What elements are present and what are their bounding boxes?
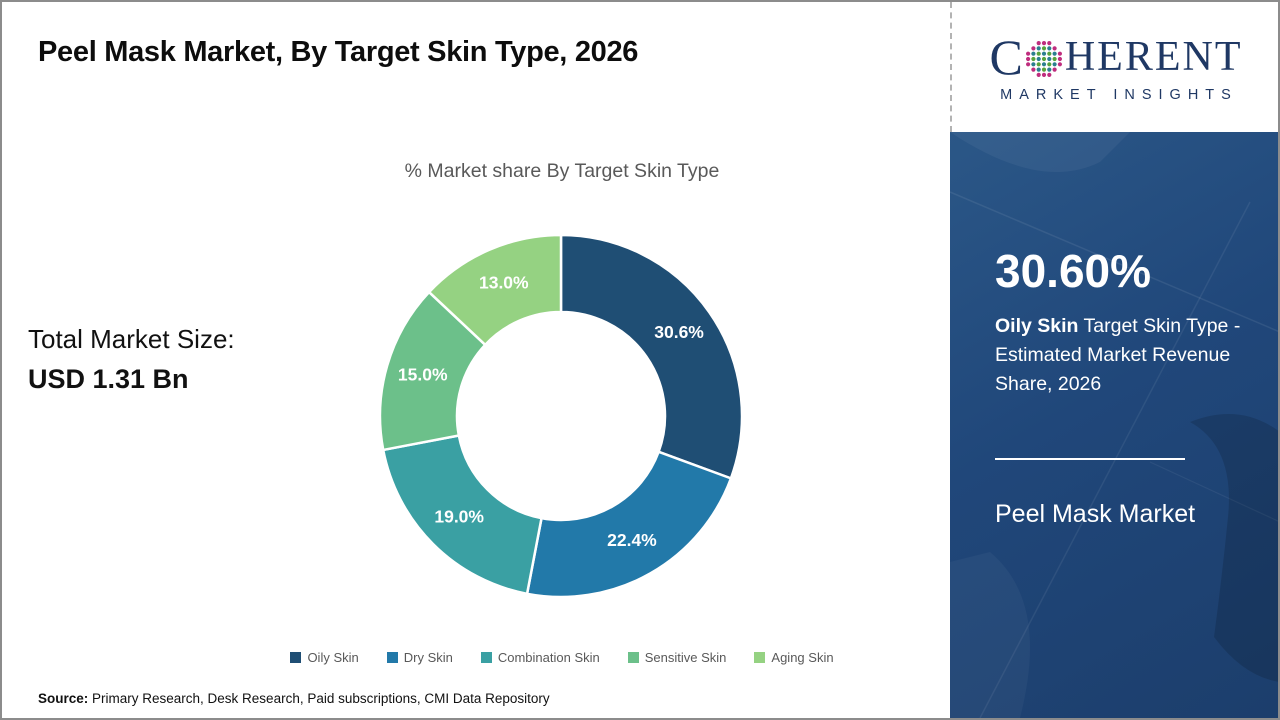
source-line: Source: Primary Research, Desk Research,…: [38, 691, 550, 706]
legend-swatch: [754, 652, 766, 663]
donut-segment-aging-skin: [427, 233, 563, 347]
chart-area: Peel Mask Market, By Target Skin Type, 2…: [2, 2, 950, 718]
logo-letter-c: C: [989, 28, 1023, 85]
donut-segment-label: 30.6%: [654, 322, 704, 342]
total-market-size-value: USD 1.31 Bn: [28, 364, 189, 394]
legend-label: Combination Skin: [497, 650, 600, 665]
legend-item-dry-skin: Dry Skin: [386, 650, 453, 665]
donut-segment-oily-skin: [559, 233, 744, 480]
brand-logo-subline: MARKET INSIGHTS: [1000, 86, 1238, 103]
donut-segment-combination-skin: [381, 434, 543, 596]
brand-logo-wordmark: C HERENT: [989, 32, 1242, 82]
legend-item-combination-skin: Combination Skin: [480, 650, 600, 665]
legend-item-aging-skin: Aging Skin: [754, 650, 834, 665]
world-map-texture: [950, 132, 1278, 718]
legend-item-oily-skin: Oily Skin: [290, 650, 359, 665]
donut-segment-label: 15.0%: [398, 364, 448, 384]
logo-letters-herent: HERENT: [1064, 33, 1243, 80]
donut-segment-label: 19.0%: [434, 506, 484, 526]
highlight-stat-rest: Target Skin Type - Estimated Market Reve…: [995, 315, 1241, 395]
highlight-stat-description: Oily Skin Target Skin Type - Estimated M…: [995, 312, 1247, 399]
highlight-panel: 30.60% Oily Skin Target Skin Type - Esti…: [950, 132, 1278, 718]
highlight-stat-segment: Oily Skin: [995, 315, 1079, 337]
source-text: Primary Research, Desk Research, Paid su…: [88, 691, 550, 706]
panel-market-title: Peel Mask Market: [995, 500, 1196, 528]
donut-segment-label: 13.0%: [479, 272, 529, 292]
legend-label: Sensitive Skin: [644, 650, 727, 665]
source-label: Source:: [38, 691, 89, 706]
legend-swatch: [480, 652, 492, 663]
legend-swatch: [290, 652, 302, 663]
highlight-stat-value: 30.60%: [995, 245, 1152, 297]
legend-label: Aging Skin: [771, 650, 834, 665]
legend-label: Dry Skin: [403, 650, 453, 665]
side-panel: C HERENT MARKET INSIGHTS 30.60% Oily Ski…: [950, 2, 1278, 718]
globe-dots-icon: [1025, 40, 1062, 77]
legend-label: Oily Skin: [307, 650, 359, 665]
chart-legend: Oily Skin Dry Skin Combination Skin Sensiti…: [172, 650, 952, 665]
page-title: Peel Mask Market, By Target Skin Type, 2…: [38, 36, 639, 68]
legend-item-sensitive-skin: Sensitive Skin: [627, 650, 727, 665]
legend-swatch: [627, 652, 639, 663]
total-market-size-block: Total Market Size: USD 1.31 Bn: [28, 324, 235, 395]
donut-segment-dry-skin: [525, 450, 733, 599]
panel-divider: [995, 458, 1185, 460]
donut-chart: 30.6% 22.4% 19.0% 15.0% 13.0%: [377, 232, 745, 600]
donut-segment-label: 22.4%: [607, 530, 657, 550]
total-market-size-label: Total Market Size:: [28, 324, 235, 354]
donut-chart-svg: 30.6% 22.4% 19.0% 15.0% 13.0%: [378, 233, 744, 599]
brand-logo: C HERENT MARKET INSIGHTS: [950, 2, 1278, 132]
chart-title: % Market share By Target Skin Type: [404, 160, 720, 182]
legend-swatch: [386, 652, 398, 663]
